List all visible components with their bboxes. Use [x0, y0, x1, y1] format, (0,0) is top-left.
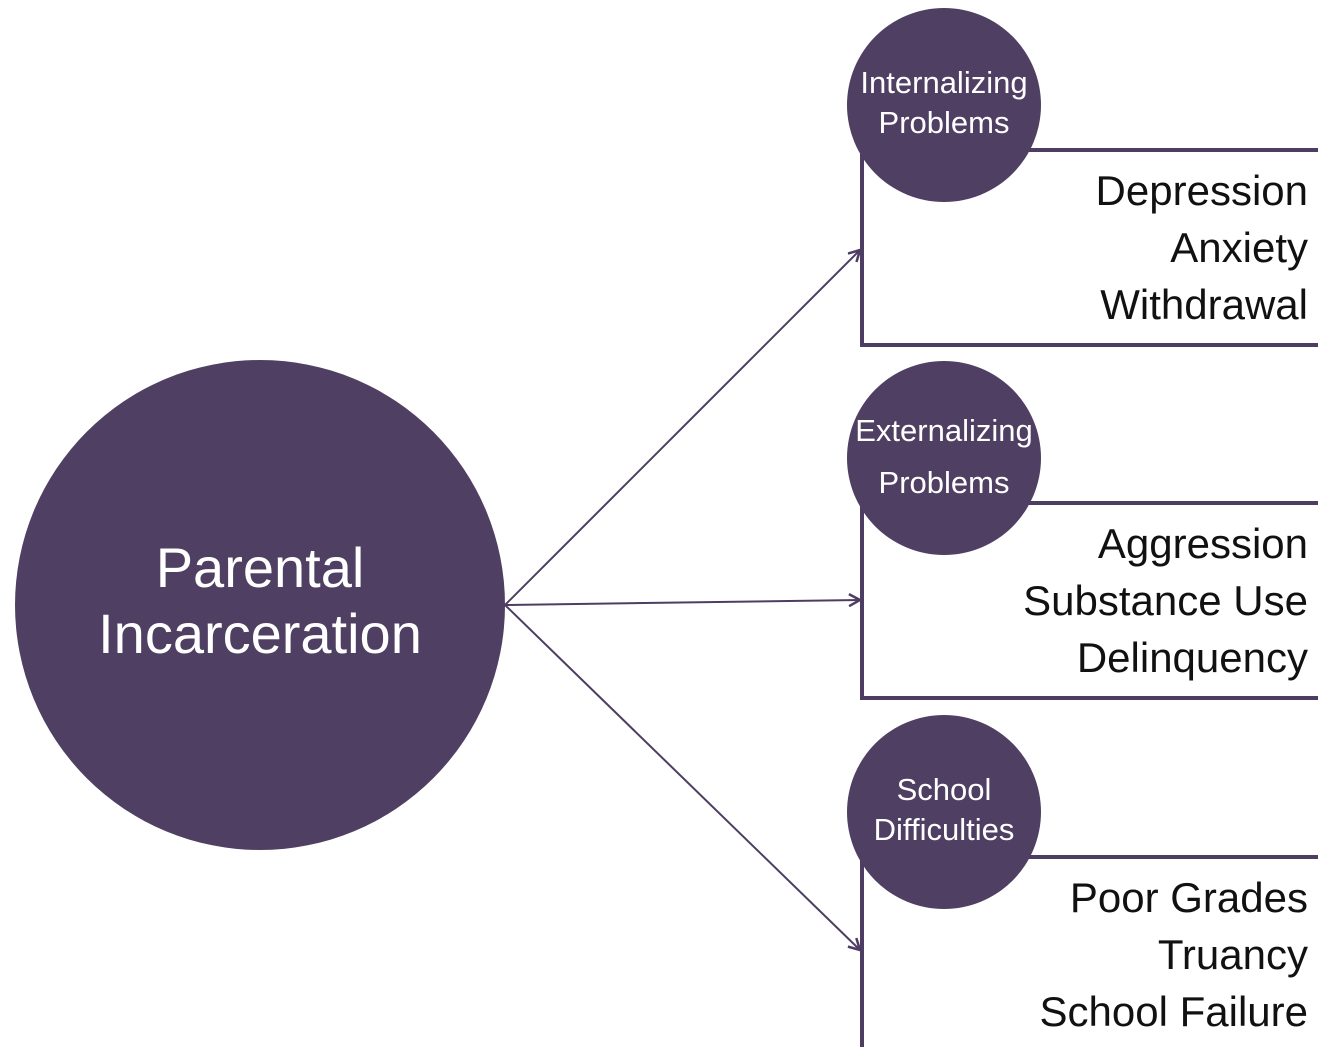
group-circle: [847, 8, 1041, 202]
item-label: Depression: [1096, 167, 1308, 214]
item-label: Delinquency: [1077, 634, 1308, 681]
group-label: Problems: [879, 105, 1010, 140]
center-label: Parental: [156, 536, 365, 599]
item-box: [860, 148, 1318, 347]
item-box: [860, 501, 1318, 700]
item-label: Poor Grades: [1070, 874, 1308, 921]
arrow: [504, 604, 860, 950]
item-label: Anxiety: [1170, 224, 1308, 271]
item-label: Substance Use: [1023, 577, 1308, 624]
item-box: [860, 855, 1318, 1047]
group-label: Internalizing: [860, 65, 1027, 100]
group-circle: [847, 361, 1041, 555]
item-label: Withdrawal: [1100, 281, 1308, 328]
center-label: Incarceration: [98, 602, 422, 665]
group-label: School: [897, 772, 992, 807]
group-circle: [847, 715, 1041, 909]
arrow: [504, 250, 860, 606]
item-label: School Failure: [1040, 988, 1308, 1035]
item-label: Truancy: [1158, 931, 1308, 978]
group-label: Difficulties: [874, 812, 1015, 847]
center-circle: [15, 360, 505, 850]
group-label: Problems: [879, 465, 1010, 500]
item-label: Aggression: [1098, 520, 1308, 567]
group-label: Externalizing: [855, 413, 1032, 448]
arrow: [504, 600, 860, 605]
